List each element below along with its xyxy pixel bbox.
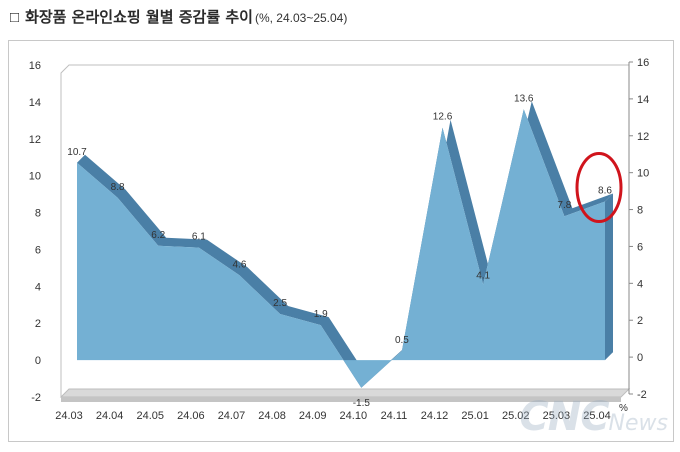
y-tick-label: 12 (29, 134, 41, 146)
title-checkbox-glyph: □ (10, 9, 20, 26)
y-tick-label: 6 (35, 244, 41, 256)
y2-tick-label: 8 (637, 205, 643, 217)
chart-subtitle: (%, 24.03~25.04) (254, 11, 348, 25)
chart-title-row: □ 화장품 온라인쇼핑 월별 증감률 추이 (%, 24.03~25.04) (10, 6, 347, 28)
y-tick-label: 4 (35, 281, 41, 293)
x-tick-label: 24.07 (218, 410, 246, 422)
chart-title: 화장품 온라인쇼핑 월별 증감률 추이 (25, 8, 253, 26)
y2-tick-label: 12 (637, 131, 649, 143)
y-tick-label: 8 (35, 208, 41, 220)
data-label: 13.6 (514, 93, 534, 104)
data-label: 4.6 (233, 259, 247, 270)
x-tick-label: 25.02 (502, 410, 530, 422)
data-label: 7.8 (557, 200, 571, 211)
x-tick-label: 25.03 (543, 410, 571, 422)
y2-tick-label: 0 (637, 352, 643, 364)
data-label: 6.2 (151, 230, 165, 241)
area-front-face (77, 109, 605, 388)
x-tick-label: 24.04 (96, 410, 124, 422)
y-tick-label: 2 (35, 318, 41, 330)
x-tick-label: 25.01 (461, 410, 489, 422)
y2-tick-label: 6 (637, 241, 643, 253)
highlight-circle (575, 151, 623, 223)
x-tick-label: 24.11 (381, 410, 408, 422)
y-tick-label: 10 (29, 171, 41, 183)
data-label: 1.9 (314, 309, 328, 320)
x-tick-label: 24.12 (421, 410, 449, 422)
area-top-face (77, 101, 613, 388)
data-label: 4.1 (476, 270, 490, 281)
data-label: 10.7 (67, 147, 87, 158)
x-tick-label: 24.08 (258, 410, 286, 422)
y2-tick-label: 10 (637, 168, 649, 180)
x-tick-label: 24.10 (340, 410, 368, 422)
y2-tick-label: 2 (637, 315, 643, 327)
data-label: 0.5 (395, 335, 409, 346)
y2-tick-label: 4 (637, 278, 643, 290)
x-tick-label: 24.06 (177, 410, 205, 422)
data-label: 12.6 (433, 112, 453, 123)
plot-floor (59, 388, 631, 398)
y2-tick-label: -2 (637, 389, 647, 401)
x-tick-label: 25.04 (583, 410, 611, 422)
data-label: -1.5 (353, 398, 371, 409)
y-tick-label: 0 (35, 355, 41, 367)
y-tick-label: 14 (29, 97, 41, 109)
x-tick-label: 24.03 (55, 410, 83, 422)
x-tick-label: 24.05 (136, 410, 164, 422)
x-tick-label: 24.09 (299, 410, 327, 422)
data-label: 2.5 (273, 298, 287, 309)
y2-tick-label: 16 (637, 57, 649, 69)
plot-floor-front (61, 397, 621, 402)
area-end-face (605, 193, 613, 361)
y-tick-label: -2 (31, 392, 41, 404)
data-label: 6.1 (192, 232, 206, 243)
y2-tick-label: 14 (637, 94, 649, 106)
data-label: 8.8 (111, 182, 125, 193)
y-tick-label: 16 (29, 60, 41, 72)
x-unit-label: % (619, 403, 628, 414)
chart-canvas: -2 0 2 4 6 8 10 12 14 16 -2 0 2 4 6 8 10 12 14 16 24.03 24.04… (29, 57, 650, 422)
chart-frame: -2 0 2 4 6 8 10 12 14 16 -2 0 2 4 6 8 10 12 14 16 24.03 24.04… (8, 40, 674, 442)
data-label: 8.6 (598, 185, 612, 196)
